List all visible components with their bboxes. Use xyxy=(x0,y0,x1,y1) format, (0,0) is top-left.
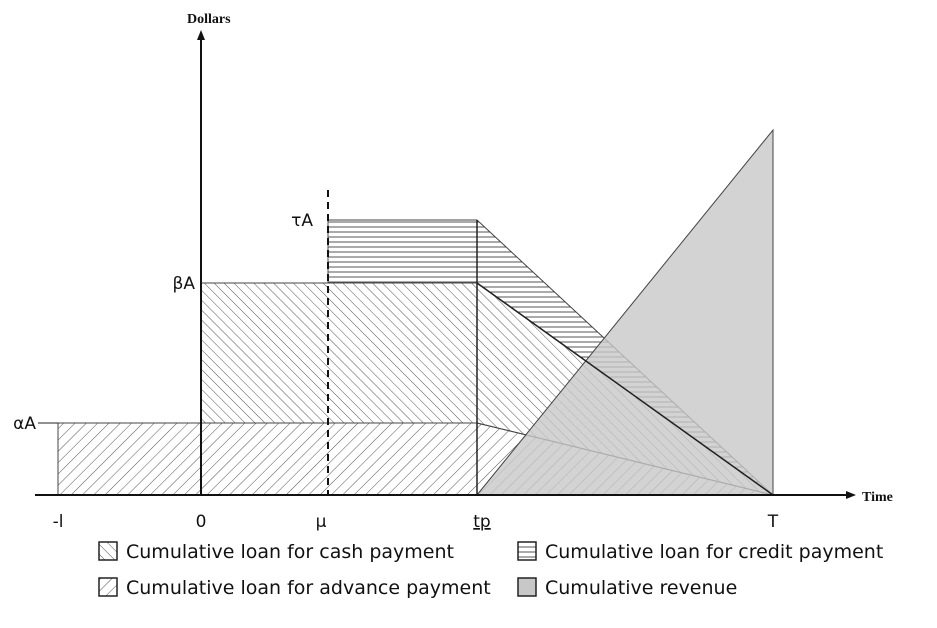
legend-swatch xyxy=(517,577,537,597)
legend-swatch xyxy=(517,541,537,561)
legend-label: Cumulative revenue xyxy=(545,577,737,599)
x-tick-label: -l xyxy=(53,512,64,532)
legend-swatch xyxy=(98,577,118,597)
legend: Cumulative loan for cash payment Cumulat… xyxy=(98,541,883,599)
edge xyxy=(476,282,774,496)
x-tick-label: T xyxy=(767,512,779,532)
y-tick-label: βA xyxy=(173,274,196,294)
x-tick-label: 0 xyxy=(196,512,207,532)
legend-label: Cumulative loan for advance payment xyxy=(126,577,491,599)
x-arrow xyxy=(846,491,856,499)
legend-swatch xyxy=(98,541,118,561)
regions xyxy=(38,128,774,496)
legend-label: Cumulative loan for cash payment xyxy=(126,541,454,563)
x-axis-label: Time xyxy=(862,490,893,505)
axes: Dollars Time xyxy=(35,12,893,505)
y-tick-label: τA xyxy=(291,211,313,231)
x-tick-label: tp xyxy=(473,512,490,532)
y-tick-labels: αA βA τA xyxy=(13,211,313,434)
y-arrow xyxy=(197,30,205,40)
legend-label: Cumulative loan for credit payment xyxy=(545,541,883,563)
y-axis-label: Dollars xyxy=(187,12,231,27)
x-tick-labels: -l 0 μ tp T xyxy=(53,512,779,532)
y-tick-label: αA xyxy=(13,414,36,434)
x-tick-label: μ xyxy=(316,512,327,532)
